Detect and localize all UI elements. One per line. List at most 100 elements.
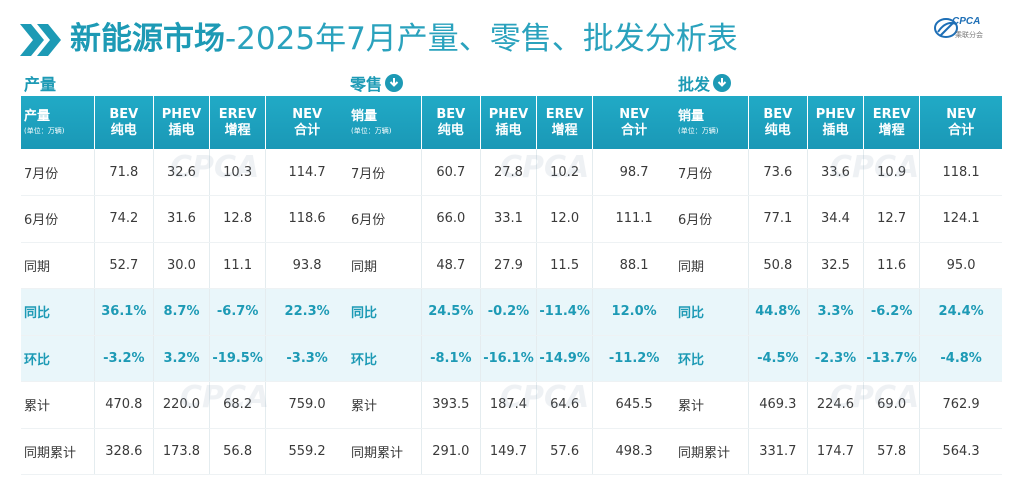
column-header-code: NEV — [619, 106, 650, 122]
table-cell: 33.6 — [807, 149, 865, 196]
table-cell: 57.6 — [536, 428, 594, 475]
table-cell: 24.4% — [919, 288, 1002, 336]
column-header-name: 纯电 — [110, 122, 137, 138]
row-label: 同期累计 — [675, 428, 749, 475]
column-header: BEV 纯电 — [421, 96, 481, 149]
table-cell: 22.3% — [265, 288, 348, 336]
table-cell: 12.7 — [863, 195, 921, 243]
table-row: 同期累计 291.0 149.7 57.6 498.3 — [348, 428, 675, 475]
table-cell: 645.5 — [592, 381, 675, 429]
table-cell: 56.8 — [209, 428, 267, 475]
row-label: 同期 — [675, 242, 749, 289]
table-cell: 68.2 — [209, 381, 267, 429]
column-header: EREV 增程 — [209, 96, 267, 149]
table-cell: 111.1 — [592, 195, 675, 243]
table-row: 累计 470.8 220.0 68.2 759.0 — [21, 381, 348, 429]
table-cell: 470.8 — [94, 381, 154, 429]
row-label: 环比 — [348, 335, 422, 382]
table-cell: -3.3% — [265, 335, 348, 382]
header-title: 销量 — [351, 108, 378, 124]
table-row: 同期 50.8 32.5 11.6 95.0 — [675, 242, 1002, 289]
table-cell: -0.2% — [480, 288, 538, 336]
data-table: 销量 (单位：万辆) BEV 纯电 PHEV 插电 EREV 增程 NEV 合计 7月份 60.7 27… — [348, 96, 675, 475]
title-rest: -2025年7月产量、零售、批发分析表 — [225, 21, 738, 57]
table-cell: -3.2% — [94, 335, 154, 382]
table-row: 同期累计 331.7 174.7 57.8 564.3 — [675, 428, 1002, 475]
double-chevron-icon — [20, 24, 61, 56]
table-cell: 32.5 — [807, 242, 865, 289]
table-cell: 3.3% — [807, 288, 865, 336]
row-label: 同期累计 — [348, 428, 422, 475]
table-cell: 57.8 — [863, 428, 921, 475]
title-bar: 新能源市场-2025年7月产量、零售、批发分析表 CPCA 乘联分会 — [0, 0, 1012, 70]
section-label-retail: 零售 — [350, 72, 404, 94]
table-cell: 93.8 — [265, 242, 348, 289]
table-cell: -11.4% — [536, 288, 594, 336]
row-label: 6月份 — [675, 195, 749, 243]
table-cell: 114.7 — [265, 149, 348, 196]
row-label: 累计 — [348, 381, 422, 429]
table-cell: 12.0% — [592, 288, 675, 336]
table-row: 累计 469.3 224.6 69.0 762.9 — [675, 381, 1002, 429]
table-cell: 44.8% — [748, 288, 808, 336]
wholesale-table: 销量 (单位：万辆) BEV 纯电 PHEV 插电 EREV 增程 NEV 合计 7月份 73.6 33… — [675, 96, 1002, 475]
section-label-wholesale: 批发 — [678, 72, 732, 94]
table-cell: 149.7 — [480, 428, 538, 475]
column-header-name: 增程 — [878, 122, 905, 138]
column-header-name: 增程 — [551, 122, 578, 138]
table-cell: 10.3 — [209, 149, 267, 196]
table-cell: 291.0 — [421, 428, 481, 475]
table-cell: 27.9 — [480, 242, 538, 289]
column-header-name: 合计 — [948, 122, 975, 138]
retail-table: 销量 (单位：万辆) BEV 纯电 PHEV 插电 EREV 增程 NEV 合计 7月份 60.7 27… — [348, 96, 675, 475]
table-cell: 50.8 — [748, 242, 808, 289]
brand-sub: 乘联分会 — [955, 31, 983, 39]
brand-name: CPCA — [952, 16, 981, 27]
column-header-code: PHEV — [488, 106, 529, 122]
row-label: 环比 — [675, 335, 749, 382]
table-cell: 174.7 — [807, 428, 865, 475]
row-label: 7月份 — [348, 149, 422, 196]
table-cell: 564.3 — [919, 428, 1002, 475]
table-cell: 52.7 — [94, 242, 154, 289]
header-title: 销量 — [678, 108, 705, 124]
header-unit: (单位：万辆) — [678, 126, 719, 135]
table-cell: -6.2% — [863, 288, 921, 336]
table-cell: 498.3 — [592, 428, 675, 475]
table-row: 同期累计 328.6 173.8 56.8 559.2 — [21, 428, 348, 475]
column-header-code: BEV — [436, 106, 466, 122]
table-row: 累计 393.5 187.4 64.6 645.5 — [348, 381, 675, 429]
column-header-name: 插电 — [822, 122, 849, 138]
table-row: 6月份 77.1 34.4 12.7 124.1 — [675, 195, 1002, 243]
table-cell: 11.6 — [863, 242, 921, 289]
row-label: 6月份 — [21, 195, 95, 243]
table-cell: 31.6 — [153, 195, 211, 243]
table-cell: 11.1 — [209, 242, 267, 289]
table-cell: 66.0 — [421, 195, 481, 243]
column-header-code: BEV — [763, 106, 793, 122]
table-cell: 71.8 — [94, 149, 154, 196]
table-row: 6月份 66.0 33.1 12.0 111.1 — [348, 195, 675, 243]
row-label: 6月份 — [348, 195, 422, 243]
cpca-logo-icon — [934, 18, 958, 38]
download-icon[interactable] — [385, 74, 404, 92]
table-cell: 393.5 — [421, 381, 481, 429]
table-row: 7月份 71.8 32.6 10.3 114.7 — [21, 149, 348, 196]
table-cell: 27.8 — [480, 149, 538, 196]
header-unit: (单位：万辆) — [351, 126, 392, 135]
column-header: EREV 增程 — [536, 96, 594, 149]
column-header: PHEV 插电 — [480, 96, 538, 149]
table-cell: 10.9 — [863, 149, 921, 196]
section-label-text: 零售 — [350, 75, 383, 94]
column-header: NEV 合计 — [265, 96, 348, 149]
table-cell: -14.9% — [536, 335, 594, 382]
table-cell: 173.8 — [153, 428, 211, 475]
download-icon[interactable] — [713, 74, 732, 92]
table-cell: -13.7% — [863, 335, 921, 382]
table-cell: 24.5% — [421, 288, 481, 336]
column-header: PHEV 插电 — [153, 96, 211, 149]
table-row: 环比 -4.5% -2.3% -13.7% -4.8% — [675, 335, 1002, 382]
table-row: 环比 -3.2% 3.2% -19.5% -3.3% — [21, 335, 348, 382]
column-header-name: 合计 — [621, 122, 648, 138]
table-cell: -16.1% — [480, 335, 538, 382]
